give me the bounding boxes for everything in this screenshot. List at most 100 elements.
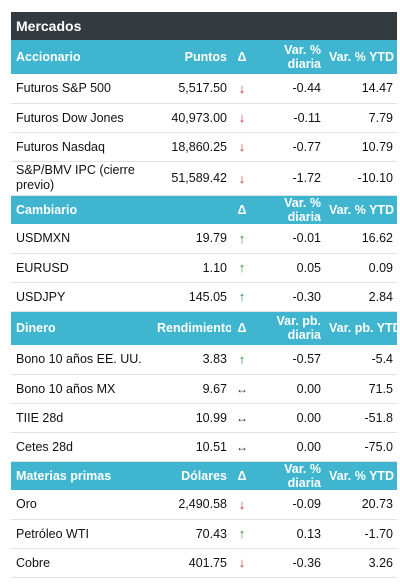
instrument-name: Cobre bbox=[11, 548, 153, 578]
trend-up-icon: ↑ bbox=[231, 253, 253, 283]
header-category-materias: Materias primas bbox=[11, 461, 153, 490]
trend-up-icon: ↑ bbox=[231, 282, 253, 312]
trend-arrow-icon: ↓ bbox=[238, 110, 246, 125]
daily-change: -0.44 bbox=[253, 74, 325, 104]
instrument-value: 1.10 bbox=[153, 253, 231, 283]
trend-arrow-icon: ↑ bbox=[238, 260, 246, 275]
trend-down-icon: ↓ bbox=[231, 103, 253, 133]
instrument-value: 10.99 bbox=[153, 403, 231, 433]
instrument-name: EURUSD bbox=[11, 253, 153, 283]
daily-change: 0.00 bbox=[253, 374, 325, 404]
instrument-value: 19.79 bbox=[153, 224, 231, 254]
trend-arrow-icon: ↓ bbox=[238, 80, 246, 96]
instrument-value: 40,973.00 bbox=[153, 103, 231, 133]
table-row: S&P/BMV IPC (cierre previo) 51,589.42 ↓ -1.… bbox=[11, 161, 397, 196]
instrument-value: 5,517.50 bbox=[153, 74, 231, 104]
markets-table: Mercados Accionario Puntos Δ Var. % diaria V… bbox=[11, 12, 397, 578]
ytd-change: 16.62 bbox=[325, 224, 397, 254]
ytd-change: 71.5 bbox=[325, 374, 397, 404]
instrument-value: 2,490.58 bbox=[153, 490, 231, 520]
trend-down-icon: ↓ bbox=[231, 132, 253, 162]
trend-arrow-icon: ↑ bbox=[238, 351, 246, 367]
trend-up-icon: ↑ bbox=[231, 224, 253, 254]
table-row: Oro 2,490.58 ↓ -0.09 20.73 bbox=[11, 490, 397, 520]
section-header-dinero: Dinero Rendimiento Δ Var. pb. diaria Var. pb… bbox=[11, 311, 397, 345]
instrument-name: Bono 10 años EE. UU. bbox=[11, 345, 153, 375]
header-category-accionario: Accionario bbox=[11, 40, 153, 74]
daily-change: -0.09 bbox=[253, 490, 325, 520]
trend-down-icon: ↓ bbox=[231, 161, 253, 196]
instrument-name: Futuros S&P 500 bbox=[11, 74, 153, 104]
ytd-change: 7.79 bbox=[325, 103, 397, 133]
trend-flat-icon: ↔ bbox=[231, 403, 253, 433]
header-unit-cambiario bbox=[153, 195, 231, 224]
trend-arrow-icon: ↓ bbox=[238, 170, 246, 186]
ytd-change: -1.70 bbox=[325, 519, 397, 549]
header-delta-accionario: Δ bbox=[231, 40, 253, 74]
ytd-change: 2.84 bbox=[325, 282, 397, 312]
header-daily-accionario: Var. % diaria bbox=[253, 40, 325, 74]
section-header-cambiario: Cambiario Δ Var. % diaria Var. % YTD bbox=[11, 195, 397, 224]
instrument-name: Petróleo WTI bbox=[11, 519, 153, 549]
markets-grid: Accionario Puntos Δ Var. % diaria Var. % YTD… bbox=[11, 40, 397, 578]
header-daily-dinero: Var. pb. diaria bbox=[253, 311, 325, 345]
daily-change: -1.72 bbox=[253, 161, 325, 196]
table-row: Futuros Nasdaq 18,860.25 ↓ -0.77 10.79 bbox=[11, 132, 397, 162]
ytd-change: 14.47 bbox=[325, 74, 397, 104]
instrument-name: TIIE 28d bbox=[11, 403, 153, 433]
ytd-change: 10.79 bbox=[325, 132, 397, 162]
header-ytd-accionario: Var. % YTD bbox=[325, 40, 397, 74]
daily-change: -0.11 bbox=[253, 103, 325, 133]
instrument-name: Futuros Dow Jones bbox=[11, 103, 153, 133]
daily-change: -0.30 bbox=[253, 282, 325, 312]
ytd-change: 0.09 bbox=[325, 253, 397, 283]
trend-flat-icon: ↔ bbox=[231, 374, 253, 404]
instrument-value: 18,860.25 bbox=[153, 132, 231, 162]
trend-flat-icon: ↔ bbox=[231, 432, 253, 462]
trend-up-icon: ↑ bbox=[231, 519, 253, 549]
trend-arrow-icon: ↓ bbox=[238, 139, 246, 154]
trend-down-icon: ↓ bbox=[231, 490, 253, 520]
instrument-value: 70.43 bbox=[153, 519, 231, 549]
ytd-change: -75.0 bbox=[325, 432, 397, 462]
trend-arrow-icon: ↔ bbox=[236, 440, 248, 454]
instrument-value: 10.51 bbox=[153, 432, 231, 462]
table-row: Bono 10 años EE. UU. 3.83 ↑ -0.57 -5.4 bbox=[11, 345, 397, 375]
header-unit-materias: Dólares bbox=[153, 461, 231, 490]
instrument-name: S&P/BMV IPC (cierre previo) bbox=[11, 161, 153, 196]
instrument-name: Bono 10 años MX bbox=[11, 374, 153, 404]
section-header-materias: Materias primas Dólares Δ Var. % diaria Var.… bbox=[11, 461, 397, 490]
instrument-value: 51,589.42 bbox=[153, 161, 231, 196]
trend-arrow-icon: ↑ bbox=[238, 289, 246, 304]
table-row: Futuros Dow Jones 40,973.00 ↓ -0.11 7.79 bbox=[11, 103, 397, 133]
daily-change: 0.00 bbox=[253, 403, 325, 433]
ytd-change: -51.8 bbox=[325, 403, 397, 433]
table-row: EURUSD 1.10 ↑ 0.05 0.09 bbox=[11, 253, 397, 283]
table-row: Cetes 28d 10.51 ↔ 0.00 -75.0 bbox=[11, 432, 397, 462]
trend-arrow-icon: ↔ bbox=[236, 382, 248, 396]
table-row: USDJPY 145.05 ↑ -0.30 2.84 bbox=[11, 282, 397, 312]
table-row: Futuros S&P 500 5,517.50 ↓ -0.44 14.47 bbox=[11, 74, 397, 104]
table-row: Bono 10 años MX 9.67 ↔ 0.00 71.5 bbox=[11, 374, 397, 404]
instrument-value: 401.75 bbox=[153, 548, 231, 578]
instrument-value: 9.67 bbox=[153, 374, 231, 404]
header-ytd-materias: Var. % YTD bbox=[325, 461, 397, 490]
instrument-name: Oro bbox=[11, 490, 153, 520]
trend-down-icon: ↓ bbox=[231, 74, 253, 104]
daily-change: -0.57 bbox=[253, 345, 325, 375]
table-row: Petróleo WTI 70.43 ↑ 0.13 -1.70 bbox=[11, 519, 397, 549]
trend-arrow-icon: ↓ bbox=[238, 555, 246, 570]
header-category-dinero: Dinero bbox=[11, 311, 153, 345]
trend-arrow-icon: ↓ bbox=[238, 496, 246, 512]
instrument-value: 3.83 bbox=[153, 345, 231, 375]
header-unit-accionario: Puntos bbox=[153, 40, 231, 74]
daily-change: -0.01 bbox=[253, 224, 325, 254]
trend-arrow-icon: ↑ bbox=[238, 230, 246, 246]
ytd-change: -10.10 bbox=[325, 161, 397, 196]
trend-down-icon: ↓ bbox=[231, 548, 253, 578]
ytd-change: -5.4 bbox=[325, 345, 397, 375]
instrument-value: 145.05 bbox=[153, 282, 231, 312]
table-row: TIIE 28d 10.99 ↔ 0.00 -51.8 bbox=[11, 403, 397, 433]
header-ytd-cambiario: Var. % YTD bbox=[325, 195, 397, 224]
daily-change: 0.05 bbox=[253, 253, 325, 283]
